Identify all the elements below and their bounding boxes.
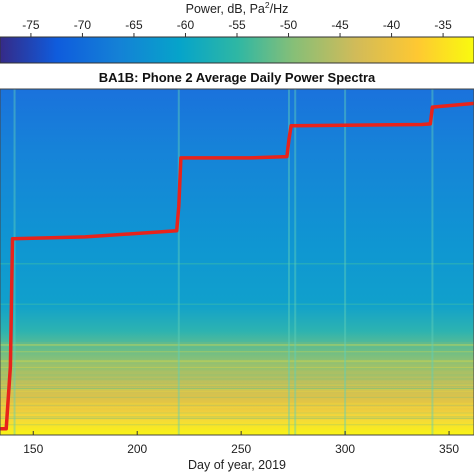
plot-frame — [0, 88, 474, 436]
series-line — [0, 101, 474, 431]
colorbar-ticks: -75 -70 -65 -60 -55 -50 -45 -40 -35 — [22, 18, 452, 37]
chart-title: BA1B: Phone 2 Average Daily Power Spectr… — [99, 70, 376, 85]
x-tick-label: 300 — [335, 442, 355, 456]
colorbar-tick-label: -75 — [22, 18, 40, 32]
colorbar-tick-label: -50 — [280, 18, 298, 32]
colorbar-label: Power, dB, Pa2/Hz — [186, 0, 289, 16]
colorbar-tick-label: -65 — [125, 18, 143, 32]
x-tick-label: 200 — [127, 442, 147, 456]
plot-area — [0, 89, 474, 435]
colorbar-label-main: Power, dB, Pa — [186, 2, 265, 16]
x-axis-ticks: 150 200 250 300 350 — [23, 431, 459, 456]
colorbar-label-sup: 2 — [265, 0, 270, 10]
horizontal-bands — [0, 262, 474, 305]
x-tick-label: 150 — [23, 442, 43, 456]
x-tick-label: 350 — [439, 442, 459, 456]
spectrogram-texture — [0, 342, 474, 426]
colorbar-tick-label: -60 — [177, 18, 195, 32]
colorbar-gradient — [0, 36, 474, 64]
colorbar-tick-label: -70 — [74, 18, 92, 32]
colorbar: Power, dB, Pa2/Hz -75 -70 -65 -60 -55 -50 -45-… — [0, 0, 474, 64]
colorbar-label-suffix: /Hz — [270, 2, 289, 16]
colorbar-tick-label: -55 — [228, 18, 246, 32]
spectrogram-background — [0, 89, 474, 435]
x-tick-label: 250 — [231, 442, 251, 456]
series-group — [0, 101, 474, 431]
colorbar-tick-label: -45 — [331, 18, 349, 32]
colorbar-tick-label: -40 — [383, 18, 401, 32]
colorbar-tick-label: -35 — [434, 18, 452, 32]
x-axis-label: Day of year, 2019 — [188, 458, 286, 472]
